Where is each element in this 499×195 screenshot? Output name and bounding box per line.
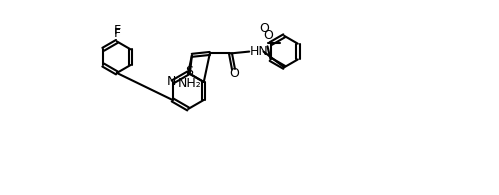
Text: N: N <box>167 75 176 89</box>
Text: S: S <box>185 65 193 78</box>
Text: F: F <box>113 27 120 40</box>
Text: O: O <box>229 67 239 80</box>
Text: O: O <box>263 29 273 42</box>
Text: O: O <box>259 22 268 35</box>
Text: NH₂: NH₂ <box>178 77 202 90</box>
Text: HN: HN <box>250 45 269 58</box>
Text: F: F <box>113 24 120 37</box>
